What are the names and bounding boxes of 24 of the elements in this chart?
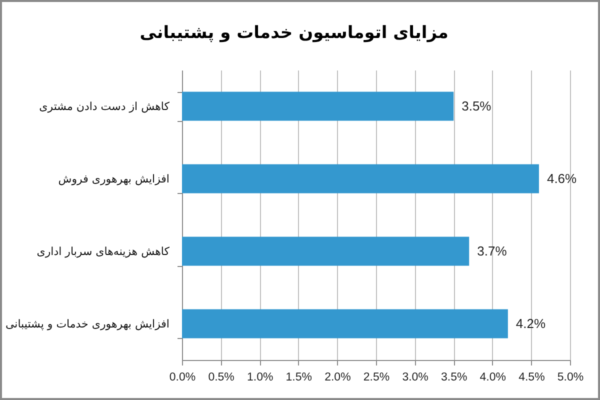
data-label: 4.6% <box>546 170 578 186</box>
x-tick-label: 4.0% <box>480 372 506 384</box>
x-tick-label: 2.0% <box>324 372 351 384</box>
y-tick-label: افزایش بهرهوری فروش <box>58 172 170 186</box>
x-tick-label: 2.5% <box>363 372 390 384</box>
data-label: 4.2% <box>516 316 546 331</box>
y-tick-label: کاهش از دست دادن مشتری <box>39 100 170 113</box>
bar <box>182 309 508 338</box>
y-tick-label: کاهش هزینه‌های سربار اداری <box>36 244 170 258</box>
data-label: 3.5% <box>462 98 492 114</box>
x-tick-label: 0.0% <box>169 372 196 384</box>
x-tick-label: 3.0% <box>402 372 428 384</box>
x-tick-label: 4.5% <box>518 372 545 384</box>
x-tick-label: 0.5% <box>208 372 234 384</box>
chart-title: مزایای اتوماسیون خدمات و پشتیبانی <box>140 23 448 43</box>
y-tick-label: افزایش بهرهوری خدمات و پشتیبانی <box>5 317 170 330</box>
bar <box>182 236 470 266</box>
x-tick-label: 3.5% <box>440 372 468 384</box>
bar <box>182 92 454 121</box>
bar <box>182 164 539 194</box>
data-label: 3.7% <box>477 243 508 258</box>
x-tick-label: 5.0% <box>557 372 584 384</box>
x-tick-label: 1.0% <box>246 372 274 384</box>
x-tick-label: 1.5% <box>286 372 312 384</box>
